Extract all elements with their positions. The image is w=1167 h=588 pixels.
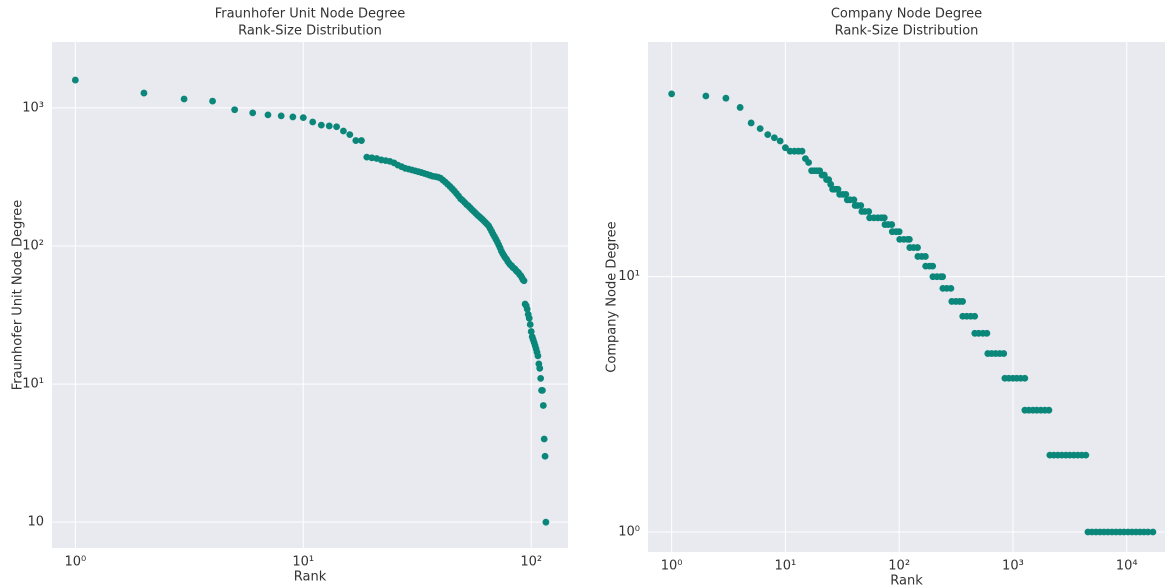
dot bbox=[526, 321, 534, 328]
y-tick-label: 10⁰ bbox=[618, 525, 640, 540]
x-tick-label: 10³ bbox=[1002, 559, 1024, 574]
dot bbox=[333, 123, 340, 131]
dot bbox=[180, 95, 188, 103]
dot bbox=[834, 185, 842, 193]
dot bbox=[1045, 406, 1053, 414]
dot bbox=[340, 127, 347, 135]
dot bbox=[736, 104, 744, 111]
x-tick-label: 10⁴ bbox=[1116, 559, 1138, 574]
dot bbox=[842, 190, 850, 198]
x-tick-label: 10² bbox=[888, 559, 910, 574]
dot bbox=[352, 137, 360, 144]
dot bbox=[539, 386, 546, 394]
chart-title: Company Node Degree bbox=[831, 7, 982, 22]
x-tick-label: 10¹ bbox=[775, 559, 797, 574]
dot bbox=[537, 374, 545, 382]
dot bbox=[921, 253, 929, 260]
dot bbox=[539, 402, 547, 409]
y-tick-label: 10¹ bbox=[22, 377, 44, 392]
dot bbox=[722, 94, 730, 102]
x-tick-label: 10⁰ bbox=[661, 559, 683, 574]
dot bbox=[264, 111, 272, 119]
dot bbox=[895, 228, 903, 236]
dot bbox=[1144, 528, 1152, 536]
dot bbox=[764, 131, 772, 139]
dot bbox=[914, 244, 921, 251]
y-axis-label: Company Node Degree bbox=[605, 221, 620, 372]
dot bbox=[534, 352, 542, 360]
x-axis-label: Rank bbox=[890, 574, 923, 588]
y-axis-label: Fraunhofer Unit Node Degree bbox=[11, 200, 26, 391]
dot bbox=[325, 122, 333, 130]
dot bbox=[1000, 350, 1008, 357]
dot bbox=[1021, 374, 1029, 382]
dot bbox=[209, 97, 216, 105]
dot bbox=[1149, 528, 1157, 536]
x-tick-label: 10¹ bbox=[292, 555, 314, 570]
x-tick-label: 10⁰ bbox=[64, 555, 86, 570]
dot bbox=[536, 364, 544, 372]
dot bbox=[309, 118, 317, 126]
dot bbox=[668, 90, 676, 98]
x-axis-label: Rank bbox=[294, 570, 327, 585]
dot bbox=[888, 221, 896, 228]
dot bbox=[959, 298, 967, 305]
dot bbox=[541, 452, 549, 460]
dot bbox=[249, 109, 257, 117]
dot bbox=[983, 329, 991, 337]
y-tick-label: 10² bbox=[22, 238, 44, 253]
dot bbox=[880, 214, 888, 222]
dot bbox=[527, 328, 535, 335]
dot bbox=[747, 119, 755, 127]
dot bbox=[929, 262, 937, 270]
dot bbox=[71, 76, 79, 84]
dot bbox=[140, 89, 148, 97]
chart-title: Rank-Size Distribution bbox=[238, 24, 382, 39]
dot bbox=[947, 284, 955, 292]
dot bbox=[525, 314, 533, 322]
dot bbox=[542, 518, 550, 526]
dot bbox=[770, 134, 778, 142]
dot bbox=[850, 196, 858, 204]
dot bbox=[358, 137, 365, 144]
chart-title: Rank-Size Distribution bbox=[835, 24, 979, 39]
plot-area bbox=[648, 42, 1165, 552]
dot bbox=[346, 131, 354, 139]
y-tick-label: 10³ bbox=[22, 100, 44, 115]
dot bbox=[1082, 451, 1090, 459]
dot bbox=[299, 114, 307, 122]
subplot: 10⁰ 10¹ 10² 10 10¹ 10² 10³ Fraunhofer Unit Node… bbox=[11, 7, 568, 585]
dot bbox=[523, 305, 531, 313]
dot bbox=[756, 125, 764, 133]
dot bbox=[781, 144, 789, 152]
x-tick-label: 10² bbox=[520, 555, 542, 570]
dot bbox=[231, 106, 239, 114]
dot bbox=[905, 235, 913, 243]
dot bbox=[857, 202, 865, 209]
dot bbox=[540, 435, 548, 443]
chart-title: Fraunhofer Unit Node Degree bbox=[215, 7, 406, 22]
dot bbox=[520, 277, 528, 285]
dot bbox=[289, 113, 297, 121]
y-tick-label: 10¹ bbox=[618, 269, 640, 284]
dot bbox=[277, 112, 285, 120]
dot bbox=[317, 121, 325, 129]
dot bbox=[702, 92, 710, 100]
dot bbox=[971, 312, 979, 320]
dot bbox=[865, 208, 873, 215]
dot bbox=[776, 137, 784, 145]
dot bbox=[363, 153, 371, 161]
y-tick-label: 10 bbox=[27, 515, 44, 530]
dot bbox=[805, 159, 813, 166]
dot bbox=[939, 273, 947, 281]
plot-area bbox=[52, 42, 568, 548]
dot bbox=[798, 147, 806, 155]
